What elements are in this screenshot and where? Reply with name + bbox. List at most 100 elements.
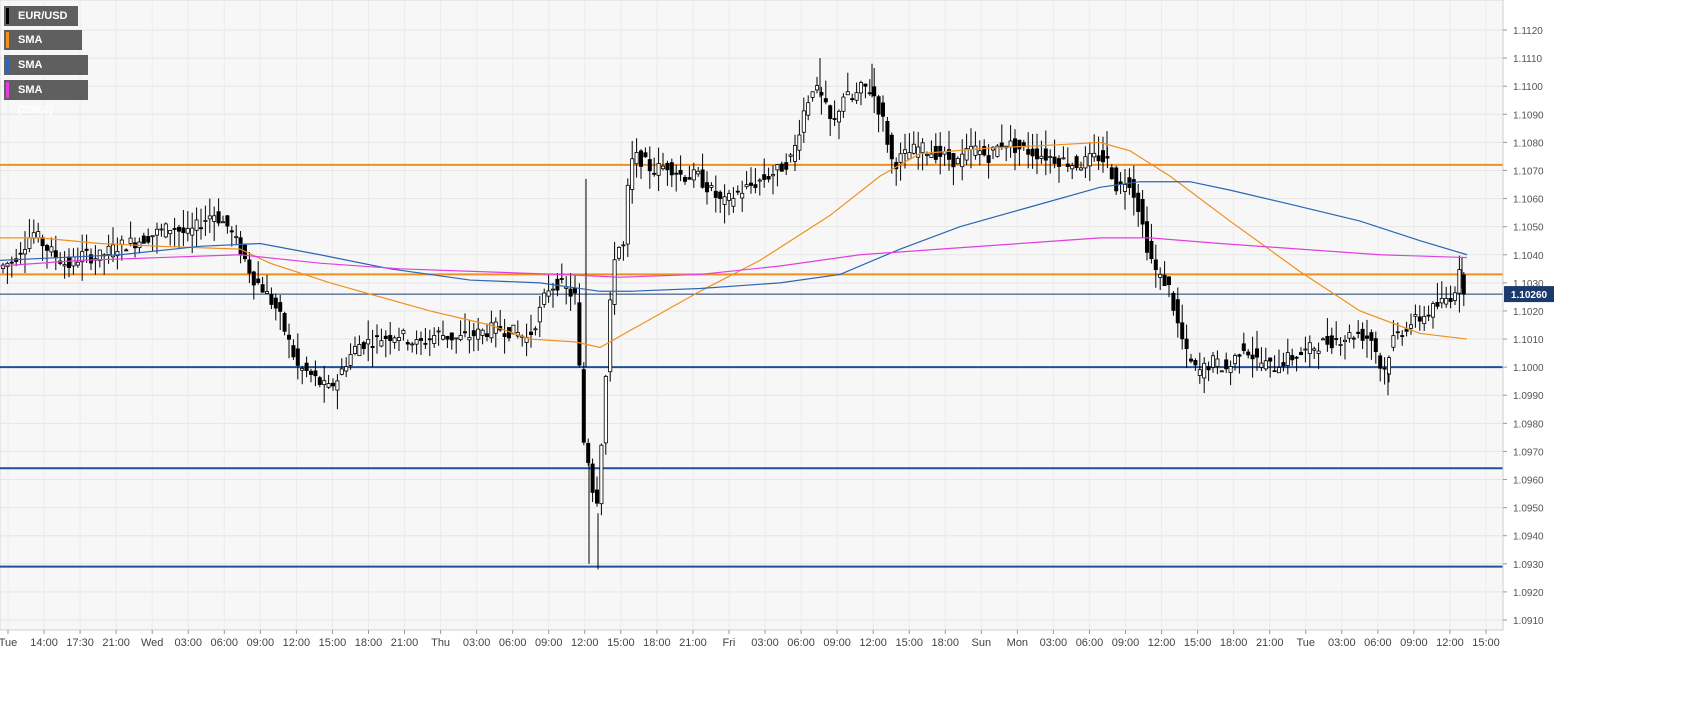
- candle-down: [383, 335, 388, 340]
- candle-up: [264, 291, 269, 294]
- candle-up: [1316, 350, 1321, 354]
- candle-up: [1413, 314, 1418, 317]
- candle-up: [634, 152, 639, 165]
- candle-down: [590, 463, 595, 493]
- candle-up: [709, 185, 714, 188]
- candle-up: [489, 322, 494, 339]
- candle-down: [388, 335, 393, 341]
- x-tick-label: Fri: [723, 637, 736, 649]
- candle-up: [1439, 297, 1444, 304]
- x-tick-label: 09:00: [535, 637, 563, 649]
- x-tick-label: Tue: [0, 637, 17, 649]
- candle-up: [194, 219, 199, 231]
- candle-down: [317, 377, 322, 385]
- candle-down: [559, 278, 564, 280]
- candle-up: [630, 158, 635, 190]
- candle-down: [687, 177, 692, 180]
- candle-up: [1457, 269, 1462, 294]
- candle-up: [806, 102, 811, 116]
- x-tick-label: 12:00: [1148, 637, 1176, 649]
- candle-up: [929, 153, 934, 158]
- candle-down: [749, 182, 754, 186]
- candle-down: [1189, 358, 1194, 362]
- candle-down: [1400, 335, 1405, 337]
- candle-down: [1109, 167, 1114, 180]
- x-tick-label: Sun: [972, 637, 992, 649]
- x-tick-label: 09:00: [1112, 637, 1140, 649]
- candle-up: [612, 259, 617, 305]
- y-tick-label: 1.1120: [1513, 26, 1543, 37]
- y-tick-label: 1.1030: [1513, 279, 1544, 290]
- legend-item-sma50[interactable]: SMA (50,0): [4, 30, 82, 66]
- candle-down: [225, 215, 230, 227]
- candle-up: [1263, 360, 1268, 370]
- candle-down: [678, 169, 683, 175]
- candle-down: [1136, 192, 1141, 212]
- candle-up: [1228, 365, 1233, 374]
- plot-area: [0, 0, 1504, 631]
- candle-down: [124, 249, 129, 252]
- candle-down: [1237, 354, 1242, 357]
- candle-down: [198, 227, 203, 230]
- candle-up: [775, 164, 780, 171]
- candle-up: [911, 143, 916, 154]
- candle-down: [586, 442, 591, 463]
- x-tick-label: 21:00: [1256, 637, 1284, 649]
- candle-up: [1347, 332, 1352, 339]
- x-tick-label: 12:00: [283, 637, 311, 649]
- candle-down: [484, 333, 489, 337]
- x-tick-label: 14:00: [30, 637, 58, 649]
- candle-up: [1321, 338, 1326, 341]
- legend-swatch-sma100: [6, 57, 9, 73]
- candle-down: [1373, 338, 1378, 352]
- x-tick-label: 03:00: [1040, 637, 1068, 649]
- candle-up: [75, 261, 80, 266]
- y-tick-label: 1.1060: [1513, 195, 1544, 206]
- candle-down: [986, 155, 991, 163]
- candle-up: [1444, 298, 1449, 305]
- x-tick-label: 09:00: [823, 637, 851, 649]
- candle-down: [1404, 328, 1409, 332]
- candle-down: [1356, 331, 1361, 334]
- x-tick-label: 18:00: [355, 637, 383, 649]
- y-tick-label: 1.1000: [1513, 363, 1544, 374]
- candle-up: [740, 192, 745, 199]
- candle-down: [84, 248, 89, 251]
- candle-down: [1149, 240, 1154, 260]
- candle-down: [1272, 370, 1277, 373]
- legend-item-eurusd[interactable]: EUR/USD: [4, 6, 78, 26]
- candle-up: [920, 142, 925, 153]
- candle-down: [867, 92, 872, 95]
- candle-up: [128, 237, 133, 244]
- candle-up: [788, 154, 793, 157]
- candle-up: [977, 150, 982, 155]
- candle-down: [1325, 335, 1330, 345]
- candle-up: [154, 228, 159, 236]
- candle-up: [1070, 165, 1075, 170]
- candle-up: [1083, 156, 1088, 169]
- candle-up: [49, 246, 54, 253]
- x-tick-label: 06:00: [1076, 637, 1104, 649]
- candle-down: [529, 331, 534, 336]
- candle-down: [828, 105, 833, 119]
- legend-item-sma200[interactable]: SMA (200,0): [4, 80, 88, 116]
- candle-down: [665, 162, 670, 171]
- legend-item-sma100[interactable]: SMA (100,0): [4, 55, 88, 91]
- candle-up: [1338, 344, 1343, 346]
- candle-up: [344, 366, 349, 372]
- candle-up: [691, 169, 696, 181]
- candle-up: [1391, 335, 1396, 348]
- candle-up: [185, 228, 190, 234]
- candle-down: [784, 162, 789, 170]
- legend-label-eurusd: EUR/USD: [18, 10, 68, 22]
- candle-up: [392, 337, 397, 343]
- candle-down: [1268, 357, 1273, 362]
- candle-up: [1123, 184, 1128, 192]
- candle-up: [656, 163, 661, 176]
- candle-up: [722, 196, 727, 205]
- candle-up: [115, 251, 120, 257]
- x-tick-label: 15:00: [1184, 637, 1212, 649]
- x-tick-label: Wed: [141, 637, 163, 649]
- candle-down: [595, 489, 600, 504]
